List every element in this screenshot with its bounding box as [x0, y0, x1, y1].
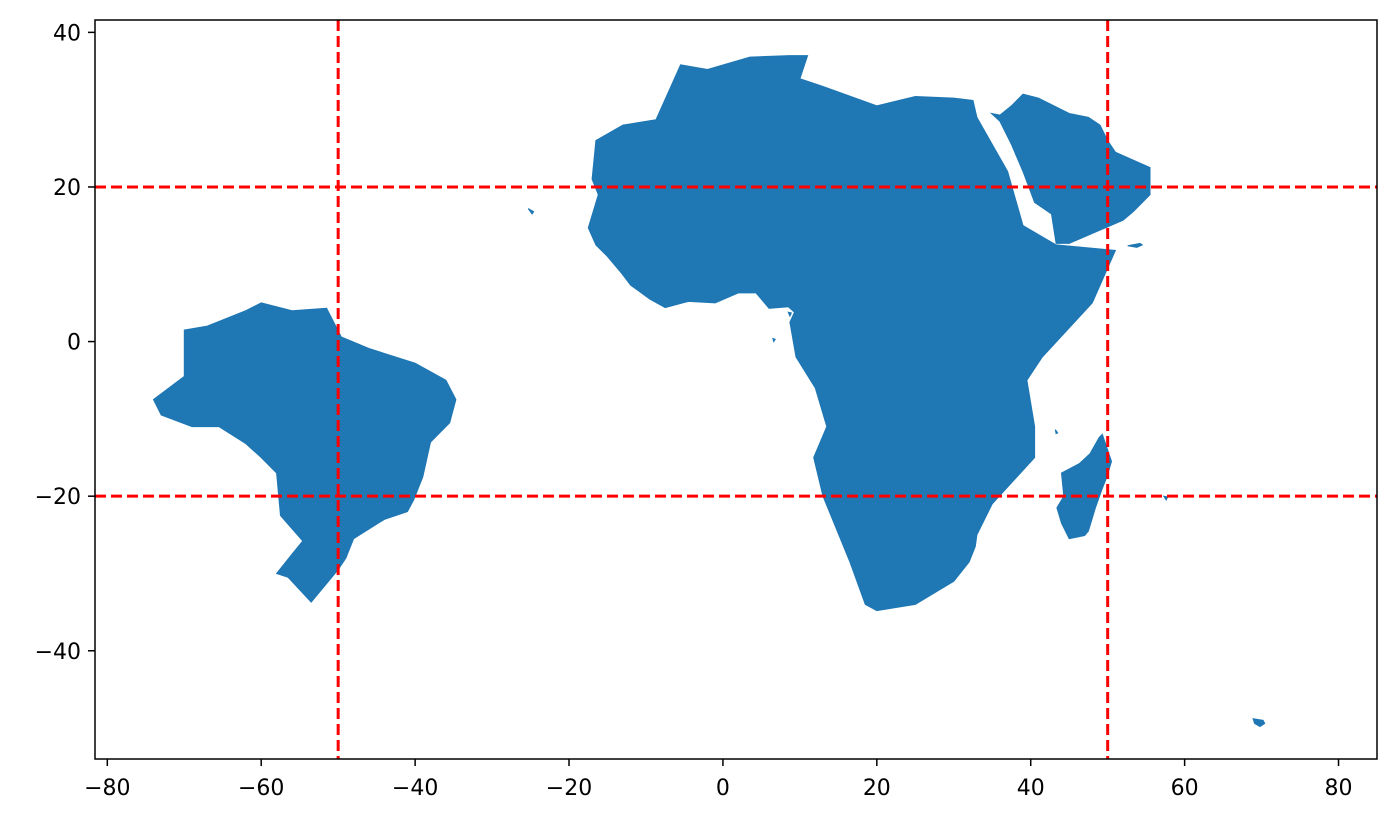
region-comoros	[1054, 429, 1059, 435]
region-cape-verde	[527, 208, 535, 215]
x-tick-label: −80	[84, 776, 130, 801]
y-tick-label: 0	[67, 331, 81, 356]
region-africa	[587, 55, 1117, 612]
region-brazil	[152, 302, 457, 603]
region-kerguelen	[1252, 718, 1266, 728]
x-tick-label: 60	[1171, 776, 1199, 801]
regions-layer	[152, 55, 1266, 728]
region-arabian-peninsula	[989, 93, 1151, 244]
region-madagascar	[1056, 433, 1113, 540]
plot-frame	[94, 19, 1378, 760]
y-tick-label: 20	[53, 176, 81, 201]
y-tick-label: 40	[53, 21, 81, 46]
reference-lines	[95, 20, 1377, 759]
y-tick-label: −40	[35, 640, 81, 665]
region-sao-tome	[772, 337, 776, 343]
x-tick-label: −40	[392, 776, 438, 801]
region-mauritius	[1162, 495, 1169, 502]
x-tick-label: −60	[238, 776, 284, 801]
y-tick-label: −20	[35, 485, 81, 510]
x-tick-label: 40	[1017, 776, 1045, 801]
x-tick-label: −20	[546, 776, 592, 801]
x-tick-label: 0	[716, 776, 730, 801]
region-bioko	[787, 311, 793, 318]
y-axis: 40 20 0 −20 −40	[35, 21, 95, 665]
region-socotra	[1127, 242, 1144, 248]
x-tick-label: 20	[863, 776, 891, 801]
x-axis: −80 −60 −40 −20 0 20 40 60 80	[84, 759, 1353, 801]
x-tick-label: 80	[1325, 776, 1353, 801]
